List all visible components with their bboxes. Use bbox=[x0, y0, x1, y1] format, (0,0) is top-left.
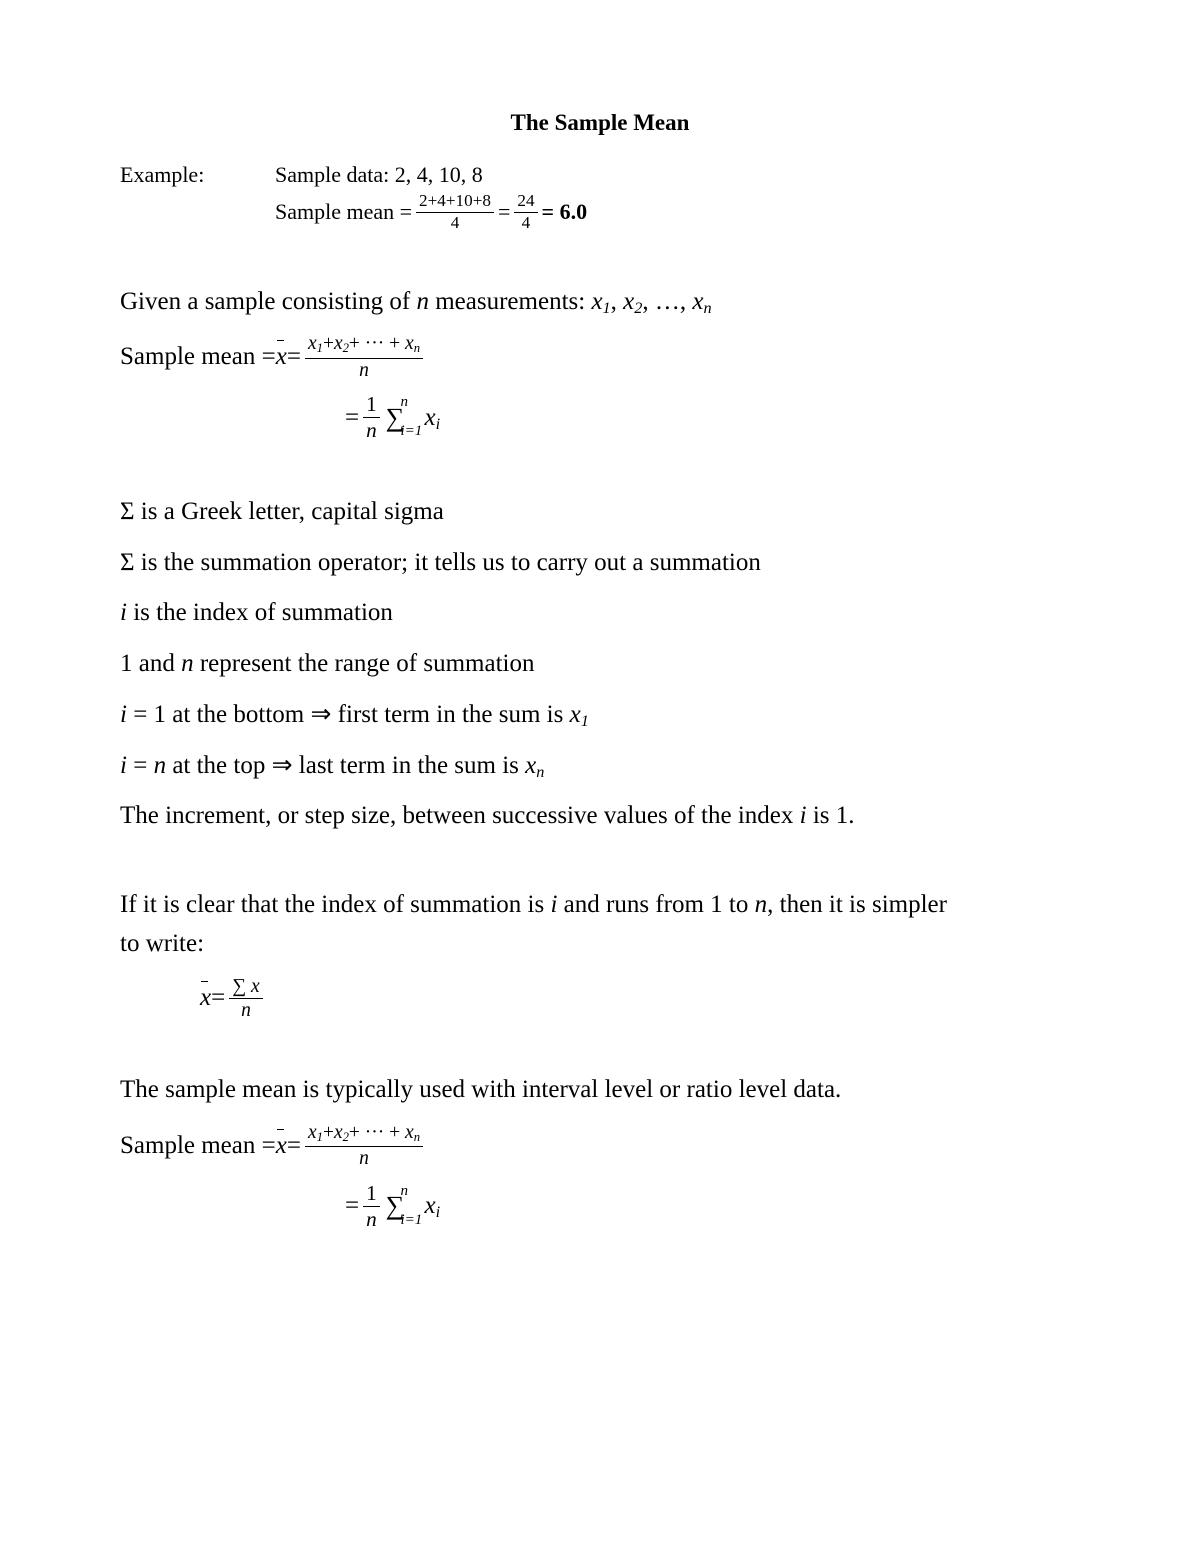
ex-frac2: 24 4 bbox=[514, 192, 537, 233]
formula2-line-1: Sample mean = x = x1+x2+ ··· + xn n bbox=[120, 1122, 1080, 1170]
formula-line-2: = 1 n ∑ n i=1 xi bbox=[345, 393, 1080, 443]
example-mean: Sample mean = 2+4+10+8 4 = 24 4 = 6.0 bbox=[275, 192, 1080, 233]
simple-frac: ∑ x n bbox=[229, 976, 262, 1022]
note-1: Σ is a Greek letter, capital sigma bbox=[120, 493, 1080, 532]
simple-formula: x = ∑ x n bbox=[200, 976, 1080, 1022]
note-7: The increment, or step size, between suc… bbox=[120, 797, 1080, 836]
formula-line-1: Sample mean = x = x1+x2+ ··· + xn n bbox=[120, 333, 1080, 381]
note-2: Σ is the summation operator; it tells us… bbox=[120, 544, 1080, 583]
note-3: i is the index of summation bbox=[120, 594, 1080, 633]
closing-line: The sample mean is typically used with i… bbox=[120, 1071, 1080, 1110]
note-4: 1 and n represent the range of summation bbox=[120, 645, 1080, 684]
ex-mean-prefix: Sample mean = bbox=[275, 195, 412, 229]
page: The Sample Mean Example: Sample data: 2,… bbox=[0, 0, 1200, 1553]
example-label: Example: bbox=[120, 162, 275, 188]
ex-result: = 6.0 bbox=[542, 195, 588, 229]
example-row-1: Example: Sample data: 2, 4, 10, 8 bbox=[120, 162, 1080, 188]
note-6: i = n at the top ⇒ last term in the sum … bbox=[120, 747, 1080, 786]
xbar: x bbox=[276, 338, 287, 377]
formula-frac: x1+x2+ ··· + xn n bbox=[305, 333, 423, 381]
ex-frac1: 2+4+10+8 4 bbox=[416, 192, 494, 233]
one-over-n: 1 n bbox=[363, 393, 380, 443]
note-5: i = 1 at the bottom ⇒ first term in the … bbox=[120, 696, 1080, 735]
simple-intro-2: to write: bbox=[120, 925, 1080, 964]
sigma-op: ∑ n i=1 bbox=[386, 405, 405, 431]
page-title: The Sample Mean bbox=[120, 110, 1080, 136]
formula2-line-2: = 1 n ∑ n i=1 xi bbox=[345, 1182, 1080, 1232]
given-line: Given a sample consisting of n measureme… bbox=[120, 283, 1080, 322]
simple-intro-1: If it is clear that the index of summati… bbox=[120, 886, 1080, 925]
example-data: Sample data: 2, 4, 10, 8 bbox=[275, 162, 483, 188]
